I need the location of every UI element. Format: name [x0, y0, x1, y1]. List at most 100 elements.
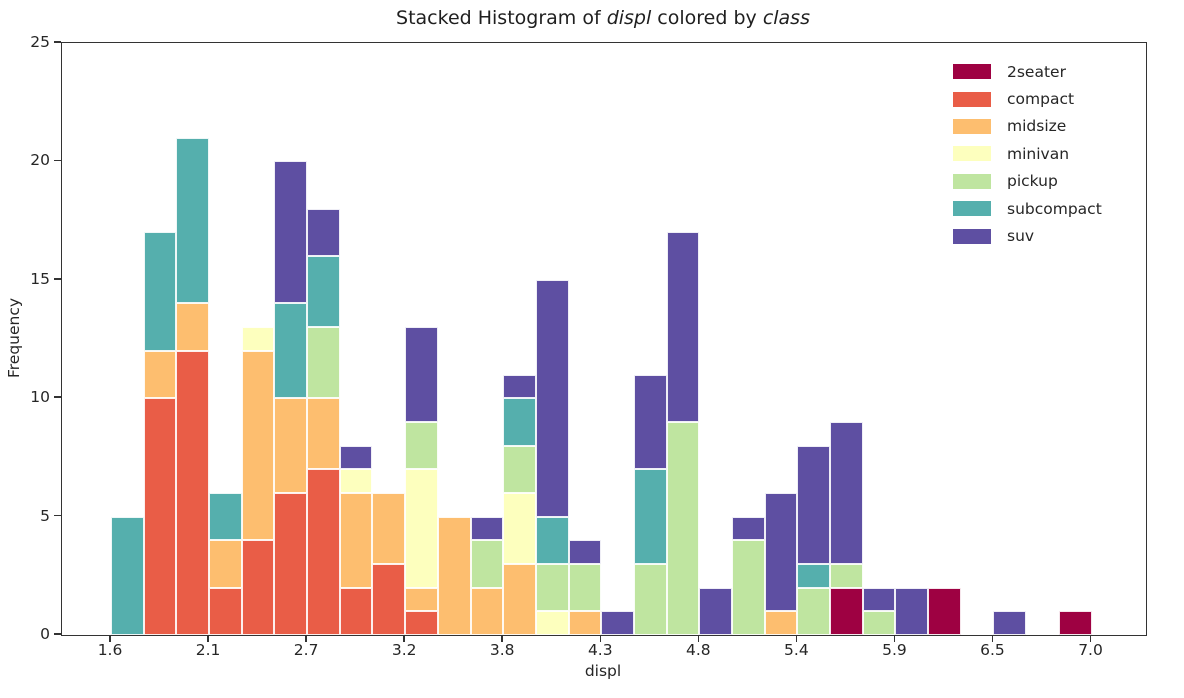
histogram-bar-segment-suv — [274, 161, 308, 304]
x-tick-mark — [893, 635, 896, 642]
histogram-bar-segment-suv — [535, 279, 569, 517]
histogram-bar-segment-midsize — [339, 492, 373, 588]
y-tick-mark — [54, 278, 61, 280]
histogram-bar-segment-pickup — [503, 445, 536, 493]
histogram-bar-segment-midsize — [568, 611, 602, 635]
y-tick-label: 5 — [40, 506, 50, 525]
legend-color-swatch — [953, 173, 991, 189]
histogram-bar-segment-compact — [339, 587, 373, 635]
legend-label: midsize — [1007, 117, 1067, 136]
legend-label: minivan — [1007, 144, 1070, 163]
legend-color-swatch — [953, 201, 991, 217]
legend: 2seater compact midsize minivan pickup subcom… — [953, 58, 1102, 250]
histogram-bar-segment-minivan — [503, 492, 536, 564]
histogram-bar-segment-midsize — [241, 350, 275, 541]
y-axis-label: Frequency — [5, 297, 23, 379]
x-tick-label: 7.0 — [1078, 641, 1103, 659]
x-tick-label: 4.8 — [686, 641, 711, 659]
histogram-bar-segment-minivan — [535, 611, 569, 635]
histogram-bar-segment-minivan — [339, 469, 373, 493]
histogram-bar-segment-midsize — [176, 303, 210, 351]
histogram-bar-segment-pickup — [568, 563, 602, 612]
x-tick-label: 2.7 — [293, 641, 319, 659]
x-tick-mark — [1089, 635, 1092, 642]
x-tick-mark — [305, 635, 307, 642]
legend-label: subcompact — [1007, 199, 1102, 218]
histogram-bar-segment-pickup — [535, 563, 569, 612]
histogram-bar-segment-subcompact — [209, 492, 242, 541]
histogram-bar-segment-midsize — [437, 516, 471, 635]
legend-color-swatch — [953, 146, 991, 162]
histogram-bar-segment-suv — [405, 327, 438, 422]
histogram-bar-segment-compact — [209, 587, 242, 635]
histogram-bar-segment-minivan — [405, 469, 438, 588]
x-tick-mark — [207, 635, 209, 642]
histogram-bar-segment-subcompact — [535, 516, 569, 564]
x-axis-label: displ — [584, 662, 622, 680]
histogram-bar-segment-minivan — [241, 327, 275, 351]
y-tick-mark — [54, 396, 61, 398]
legend-label: pickup — [1007, 172, 1058, 191]
histogram-bar-segment-midsize — [405, 587, 438, 612]
x-tick-mark — [599, 635, 602, 642]
histogram-bar-segment-compact — [307, 469, 340, 635]
histogram-bar-segment-pickup — [633, 563, 667, 635]
histogram-bar-segment-compact — [143, 398, 177, 635]
histogram-bar-segment-pickup — [830, 563, 863, 588]
legend-label: compact — [1007, 90, 1075, 109]
histogram-bar-segment-suv — [470, 516, 504, 541]
histogram-bar-segment-midsize — [274, 398, 308, 493]
histogram-bar-segment-suv — [895, 587, 929, 635]
x-tick-label: 2.1 — [195, 641, 221, 659]
x-tick-label: 4.3 — [587, 641, 613, 659]
x-tick-label: 3.8 — [489, 641, 515, 659]
histogram-bar-segment-suv — [764, 492, 798, 612]
y-tick-mark — [54, 514, 61, 517]
histogram-bar-segment-compact — [176, 350, 210, 635]
histogram-bar-segment-compact — [372, 563, 406, 635]
histogram-bar-segment-suv — [339, 445, 373, 470]
histogram-bar-segment-suv — [307, 208, 340, 257]
y-tick-mark — [54, 633, 61, 635]
histogram-bar-segment-subcompact — [143, 232, 177, 351]
legend-entry-midsize: midsize — [953, 113, 1102, 140]
x-tick-mark — [109, 635, 111, 642]
histogram-bar-segment-subcompact — [797, 563, 831, 588]
histogram-bar-segment-subcompact — [633, 469, 667, 564]
title-text: colored by — [651, 7, 763, 29]
histogram-bar-segment-subcompact — [307, 256, 340, 328]
chart-title: Stacked Histogram of displ colored by cl… — [61, 7, 1145, 29]
x-tick-label: 6.5 — [980, 641, 1005, 659]
y-tick-mark — [54, 159, 61, 162]
histogram-bar-segment-compact — [405, 611, 438, 635]
legend-entry-pickup: pickup — [953, 168, 1102, 195]
histogram-bar-segment-midsize — [307, 398, 340, 470]
histogram-bar-segment-pickup — [732, 540, 765, 635]
histogram-bar-segment-2seater — [830, 587, 863, 635]
histogram-bar-segment-2seater — [928, 587, 961, 635]
x-tick-mark — [795, 635, 798, 642]
y-tick-label: 15 — [30, 269, 50, 288]
histogram-bar-segment-subcompact — [503, 398, 536, 446]
histogram-bar-segment-midsize — [764, 611, 798, 635]
y-tick-label: 10 — [30, 388, 50, 407]
histogram-bar-segment-suv — [666, 232, 700, 422]
histogram-bar-segment-subcompact — [111, 516, 144, 635]
title-variable-class: class — [762, 7, 810, 29]
histogram-bar-segment-midsize — [372, 492, 406, 564]
title-variable-displ: displ — [606, 7, 652, 29]
legend-entry-2seater: 2seater — [953, 58, 1102, 85]
x-tick-label: 1.6 — [97, 641, 123, 659]
histogram-bar-segment-subcompact — [274, 303, 308, 399]
histogram-bar-segment-suv — [732, 516, 765, 541]
histogram-bar-segment-subcompact — [176, 137, 210, 304]
plot-area — [61, 42, 1147, 636]
histogram-bar-segment-suv — [993, 611, 1027, 635]
histogram-bar-segment-suv — [862, 587, 896, 612]
histogram-bar-segment-pickup — [470, 540, 504, 588]
histogram-bar-segment-compact — [274, 492, 308, 635]
histogram-bar-segment-pickup — [307, 327, 340, 399]
x-tick-mark — [403, 635, 405, 642]
legend-label: 2seater — [1007, 62, 1066, 81]
